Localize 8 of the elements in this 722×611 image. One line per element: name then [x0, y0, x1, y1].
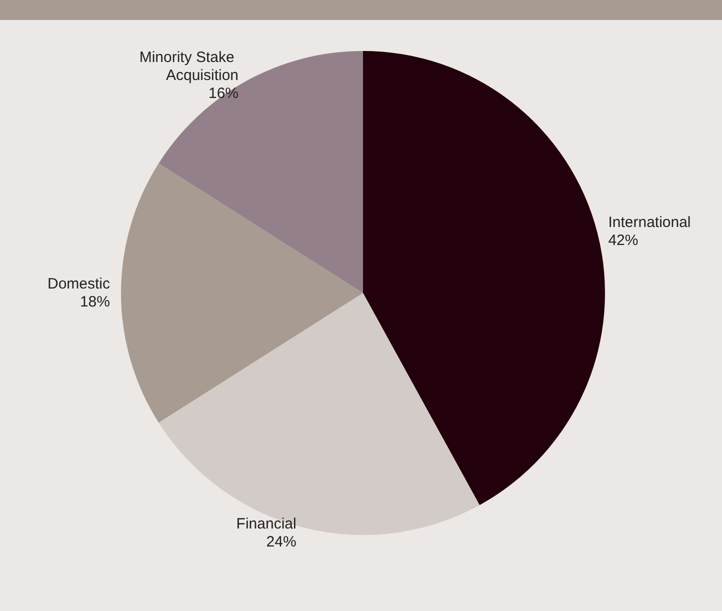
slice-label: Domestic [47, 276, 110, 292]
data-label: 18% [80, 294, 110, 310]
slice-label: Financial [236, 516, 296, 533]
data-label: 24% [266, 534, 296, 551]
data-label: 42% [608, 232, 638, 249]
slice-label: Minority Stake Acquisition [139, 49, 239, 84]
data-label: 16% [208, 85, 239, 102]
slice-label: International [608, 214, 691, 231]
